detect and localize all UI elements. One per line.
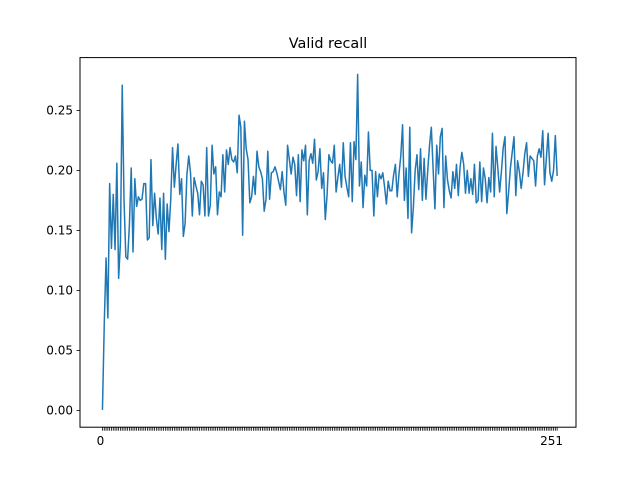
x-axis: 0 251: [97, 427, 563, 448]
y-tick-label: 0.20: [46, 163, 73, 177]
series-line: [101, 73, 558, 410]
y-tick-label: 0.05: [46, 343, 73, 357]
plot-frame: [79, 57, 577, 428]
x-tick-label-first: 0: [97, 434, 105, 448]
chart-title: Valid recall: [289, 36, 367, 52]
y-tick-label: 0.00: [46, 403, 73, 417]
x-tick-label-last: 251: [540, 434, 563, 448]
y-tick-label: 0.15: [46, 223, 73, 237]
y-tick-label: 0.10: [46, 283, 73, 297]
y-axis: 0.00 0.05 0.10 0.15 0.20 0.25: [46, 103, 80, 417]
series-group: [101, 73, 558, 410]
y-tick-label: 0.25: [46, 103, 73, 117]
